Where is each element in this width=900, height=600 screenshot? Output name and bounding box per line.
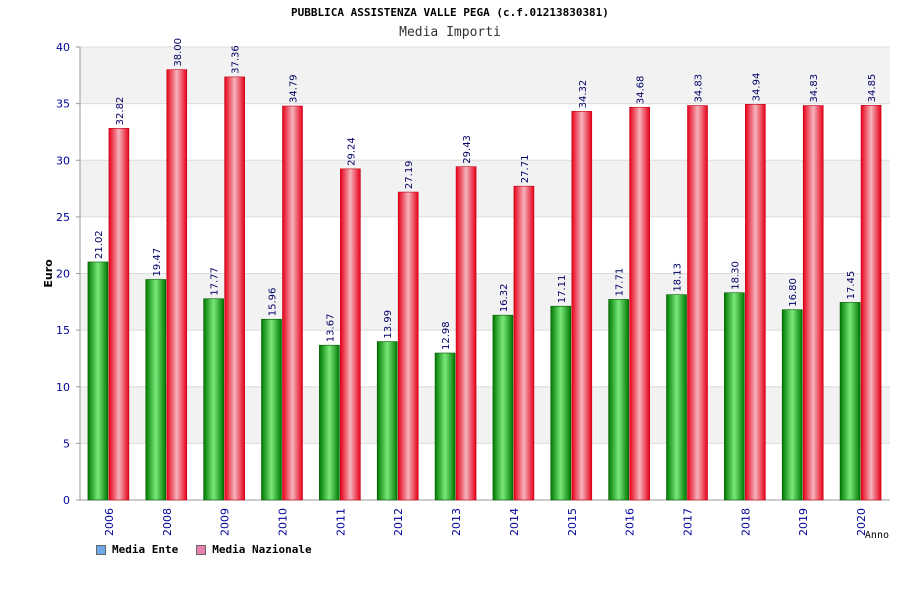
bar-media-ente-2018 (724, 292, 745, 501)
data-label: 27.71 (520, 155, 531, 184)
data-label: 34.83 (809, 74, 820, 103)
x-tick-label-2010: 2010 (277, 508, 290, 536)
chart-title: PUBBLICA ASSISTENZA VALLE PEGA (c.f.0121… (291, 6, 609, 19)
bar-media-ente-2009 (203, 298, 224, 501)
data-label: 37.36 (231, 45, 242, 74)
y-axis-label: Euro (42, 259, 55, 288)
bar-media-nazionale-2008 (166, 69, 188, 501)
y-tick-label: 15 (56, 324, 70, 337)
bar-media-nazionale-2012 (397, 191, 419, 501)
data-label: 17.45 (846, 271, 857, 300)
y-tick-label: 30 (56, 154, 70, 167)
data-label: 19.47 (152, 248, 163, 277)
data-label: 27.19 (404, 160, 415, 189)
bar-media-nazionale-2016 (629, 106, 650, 501)
data-label: 13.67 (325, 314, 336, 343)
y-tick-label: 25 (56, 211, 70, 224)
legend-label-media-ente: Media Ente (112, 543, 179, 556)
bar-media-nazionale-2019 (802, 105, 824, 501)
bar-media-nazionale-2018 (745, 104, 766, 501)
bar-media-ente-2016 (608, 299, 629, 501)
x-tick-label-2017: 2017 (682, 508, 695, 536)
bar-media-nazionale-2014 (513, 185, 535, 501)
data-label: 13.99 (383, 310, 394, 339)
data-label: 18.13 (673, 263, 684, 292)
y-tick-label: 0 (63, 494, 70, 507)
x-tick-label-2006: 2006 (103, 508, 116, 536)
bar-media-ente-2020 (839, 302, 861, 501)
bar-media-ente-2008 (145, 279, 167, 501)
bar-media-nazionale-2006 (108, 128, 130, 501)
y-tick-label: 40 (56, 41, 70, 54)
bar-media-nazionale-2017 (687, 105, 708, 501)
legend-swatch-media-ente (96, 544, 106, 555)
data-label: 32.82 (115, 97, 126, 126)
y-tick-label: 20 (56, 268, 70, 281)
data-label: 18.30 (730, 261, 741, 290)
bar-media-ente-2006 (87, 261, 109, 501)
legend-item-media-nazionale: Media Nazionale (196, 543, 312, 556)
bar-media-nazionale-2013 (455, 166, 477, 501)
data-label: 34.85 (867, 74, 878, 103)
data-label: 16.32 (499, 284, 510, 313)
data-label: 17.77 (210, 267, 221, 296)
data-label: 16.80 (788, 278, 799, 307)
grid-band (80, 160, 890, 217)
bar-media-ente-2010 (261, 318, 282, 501)
x-tick-label-2018: 2018 (739, 508, 752, 536)
data-label: 34.32 (578, 80, 589, 109)
bar-media-ente-2011 (319, 344, 340, 501)
data-label: 21.02 (94, 230, 105, 259)
bar-media-ente-2015 (550, 305, 572, 501)
bar-media-ente-2019 (781, 309, 803, 501)
y-tick-label: 35 (56, 98, 70, 111)
bar-media-ente-2012 (376, 341, 398, 501)
data-label: 12.98 (441, 321, 452, 350)
data-label: 29.24 (346, 137, 357, 166)
x-tick-label-2015: 2015 (566, 508, 579, 536)
data-label: 38.00 (173, 38, 184, 67)
data-label: 34.79 (289, 74, 300, 103)
legend-label-media-nazionale: Media Nazionale (212, 543, 312, 556)
x-tick-label-2020: 2020 (855, 508, 868, 536)
bar-media-nazionale-2020 (860, 105, 882, 501)
data-label: 34.68 (636, 76, 647, 105)
x-tick-label-2012: 2012 (392, 508, 405, 536)
y-tick-label: 10 (56, 381, 70, 394)
data-label: 17.71 (615, 268, 626, 297)
bar-media-nazionale-2011 (340, 168, 361, 501)
x-axis-label: Anno (865, 530, 889, 541)
data-label: 17.11 (557, 275, 568, 304)
x-tick-label-2019: 2019 (797, 508, 810, 536)
bar-media-ente-2013 (434, 352, 456, 501)
bar-media-nazionale-2015 (571, 111, 593, 501)
legend-item-media-ente: Media Ente (96, 543, 178, 556)
bar-media-nazionale-2009 (224, 76, 245, 501)
x-tick-label-2009: 2009 (219, 508, 232, 536)
x-tick-label-2011: 2011 (334, 508, 347, 536)
legend-swatch-media-nazionale (196, 544, 207, 555)
x-tick-label-2008: 2008 (161, 508, 174, 536)
x-tick-label-2013: 2013 (450, 508, 463, 536)
bar-media-ente-2017 (666, 294, 687, 501)
data-label: 29.43 (462, 135, 473, 164)
grid-band (80, 386, 890, 444)
x-tick-label-2014: 2014 (508, 508, 521, 536)
grid-band (80, 47, 890, 104)
data-label: 15.96 (268, 288, 279, 317)
bar-media-ente-2014 (492, 314, 514, 501)
data-label: 34.83 (694, 74, 705, 103)
data-label: 34.94 (751, 73, 762, 102)
x-tick-label-2016: 2016 (624, 508, 637, 536)
chart-legend: Media Ente Media Nazionale (96, 543, 312, 556)
chart-subtitle: Media Importi (399, 25, 501, 40)
y-tick-label: 5 (63, 437, 70, 450)
grid-band (80, 273, 890, 331)
bar-media-nazionale-2010 (282, 105, 303, 501)
